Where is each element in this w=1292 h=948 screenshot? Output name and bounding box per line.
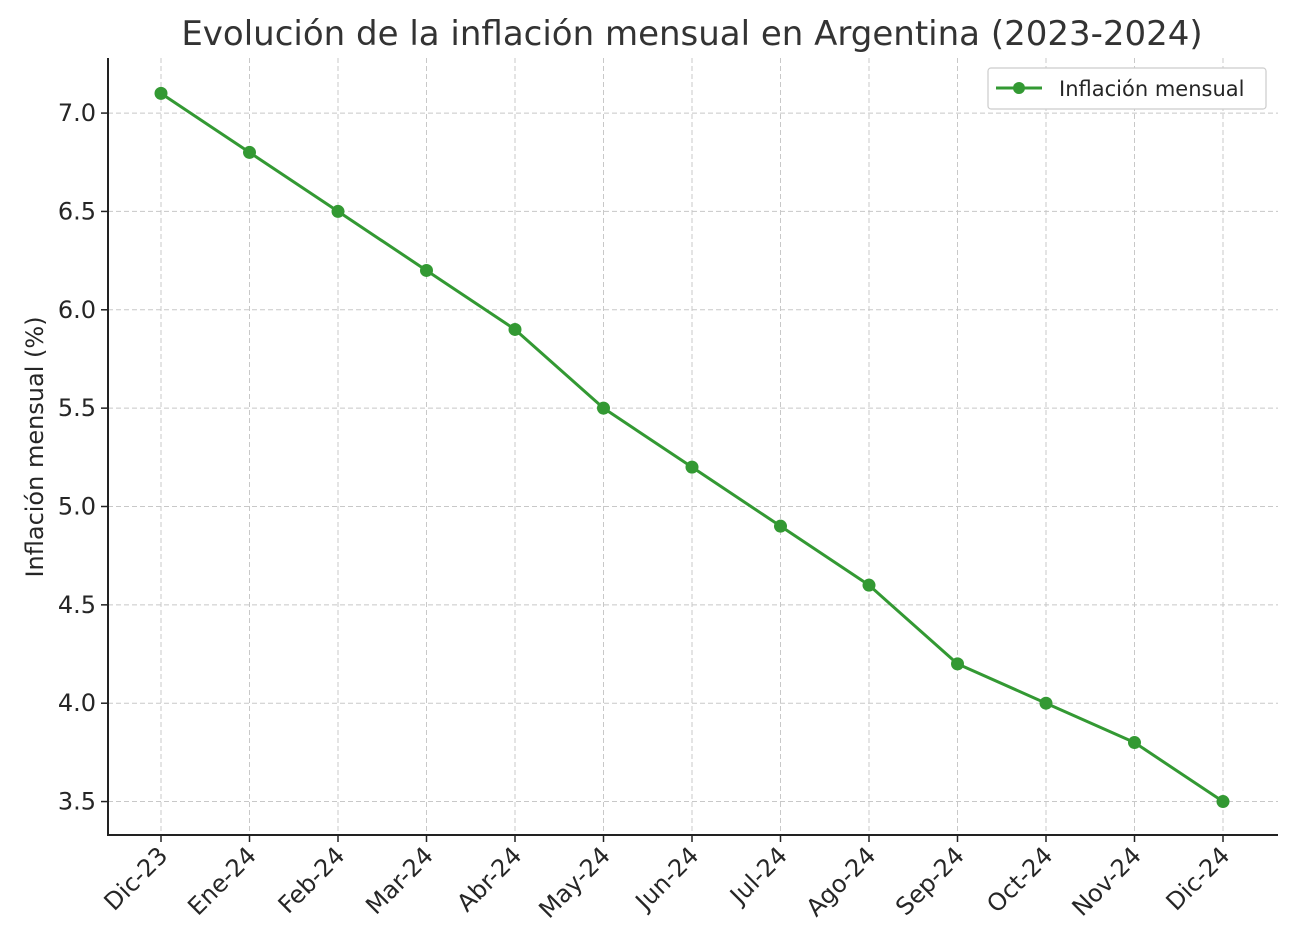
x-tick-label: Mar-24 — [360, 841, 438, 919]
data-point — [1039, 696, 1053, 710]
data-point — [862, 578, 876, 592]
series-line — [160, 92, 1224, 803]
y-tick-label: 5.5 — [58, 394, 96, 422]
legend: Inflación mensual — [987, 67, 1267, 110]
x-tick-label: Jun-24 — [629, 841, 704, 916]
data-point — [420, 263, 433, 277]
data-point — [154, 86, 168, 100]
y-tick-label: 3.5 — [58, 788, 96, 816]
x-tick-label: Oct-24 — [981, 841, 1058, 918]
data-point — [1216, 795, 1230, 809]
y-tick-label: 6.0 — [58, 296, 96, 324]
legend-label: Inflación mensual — [1059, 77, 1244, 101]
y-axis-ticks: 3.5 4.0 4.5 5.0 5.5 6.0 6.5 7.0 — [58, 99, 108, 816]
x-tick-label: Jul-24 — [723, 841, 792, 910]
x-tick-label: Ene-24 — [182, 841, 261, 920]
x-tick-label: Sep-24 — [890, 841, 970, 921]
x-axis-ticks: Dic-23 Ene-24 Feb-24 Mar-24 Abr-24 May-24 Jun-… — [99, 835, 1236, 924]
series-layer — [154, 86, 1230, 809]
y-axis-title: Inflación mensual (%) — [21, 316, 49, 577]
data-point — [774, 519, 787, 533]
y-tick-label: 7.0 — [58, 99, 96, 127]
data-point — [597, 401, 610, 415]
x-tick-label: Dic-23 — [99, 841, 174, 916]
x-tick-label: May-24 — [533, 841, 615, 923]
data-point — [508, 322, 522, 336]
y-tick-label: 6.5 — [58, 197, 96, 225]
y-tick-label: 5.0 — [58, 492, 96, 520]
grid — [108, 58, 1278, 835]
legend-marker-swatch — [1013, 82, 1025, 94]
x-tick-label: Dic-24 — [1161, 841, 1236, 916]
data-point — [951, 657, 964, 671]
x-tick-label: Feb-24 — [273, 841, 351, 919]
y-tick-label: 4.0 — [58, 689, 96, 717]
legend-box — [987, 67, 1267, 110]
data-point — [243, 145, 256, 159]
data-point — [331, 204, 345, 218]
y-tick-label: 4.5 — [58, 591, 96, 619]
chart-title: Evolución de la inflación mensual en Arg… — [181, 14, 1202, 54]
x-tick-label: Ago-24 — [801, 841, 882, 922]
data-point — [1128, 736, 1141, 750]
x-tick-label: Abr-24 — [451, 841, 527, 917]
data-point — [685, 460, 699, 474]
x-tick-label: Nov-24 — [1067, 841, 1147, 921]
